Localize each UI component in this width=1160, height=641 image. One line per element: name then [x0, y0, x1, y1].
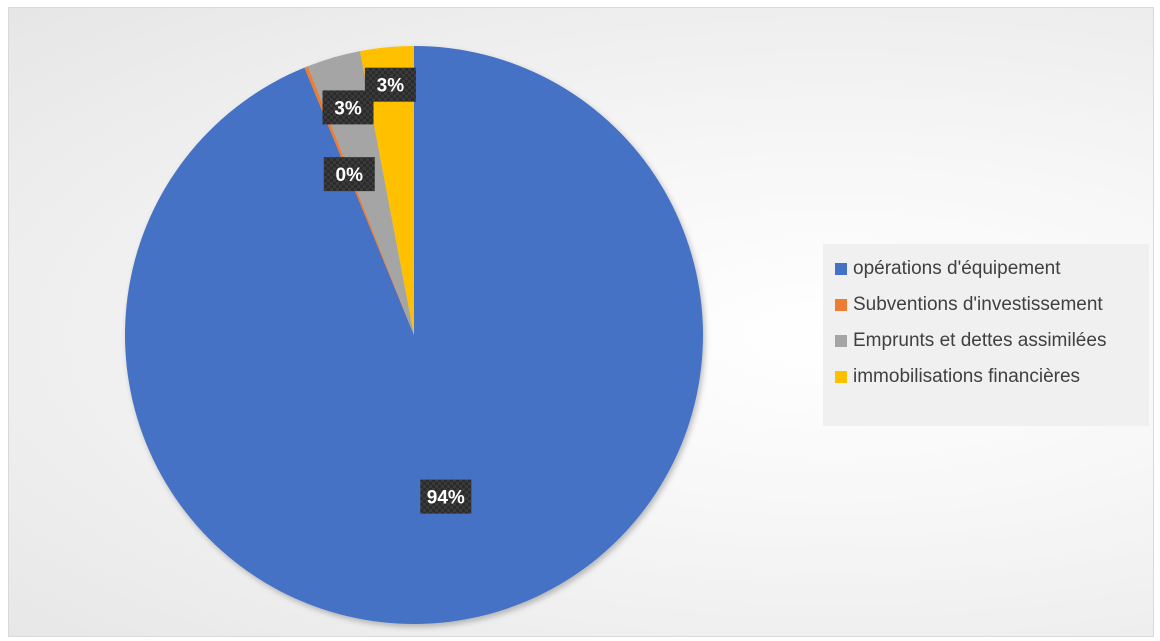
legend-item-subventions: Subventions d'investissement [835, 287, 1149, 323]
data-label-immobilisations: 3% [364, 67, 416, 102]
legend-label-subventions: Subventions d'investissement [853, 294, 1103, 315]
pie-chart: 94% 0% 3% 3% [125, 46, 703, 624]
data-label-box-subventions [323, 157, 375, 192]
legend-item-operations: opérations d'équipement [835, 251, 1149, 287]
data-label-box-operations [420, 479, 472, 514]
data-label-text-subventions: 0% [336, 165, 364, 186]
legend-label-immobilisations: immobilisations financières [853, 366, 1081, 387]
legend: opérations d'équipement Subventions d'in… [823, 244, 1149, 426]
data-label-operations: 94% [420, 479, 472, 514]
legend-swatch-immobilisations [835, 371, 847, 383]
data-label-text-emprunts: 3% [334, 98, 362, 119]
legend-swatch-emprunts [835, 335, 847, 347]
chart-area: 94% 0% 3% 3% opérations d'équipement Subven… [8, 7, 1154, 637]
data-label-text-operations: 94% [427, 488, 465, 509]
pie-slice-subventions [304, 66, 414, 336]
legend-item-emprunts: Emprunts et dettes assimilées [835, 323, 1149, 359]
legend-swatch-operations [835, 263, 847, 275]
legend-label-emprunts: Emprunts et dettes assimilées [853, 330, 1107, 351]
legend-label-operations: opérations d'équipement [853, 258, 1061, 279]
data-label-subventions: 0% [323, 157, 375, 192]
legend-item-immobilisations: immobilisations financières [835, 359, 1149, 395]
data-label-text-immobilisations: 3% [377, 76, 405, 97]
data-label-box-immobilisations [364, 67, 416, 102]
legend-swatch-subventions [835, 299, 847, 311]
